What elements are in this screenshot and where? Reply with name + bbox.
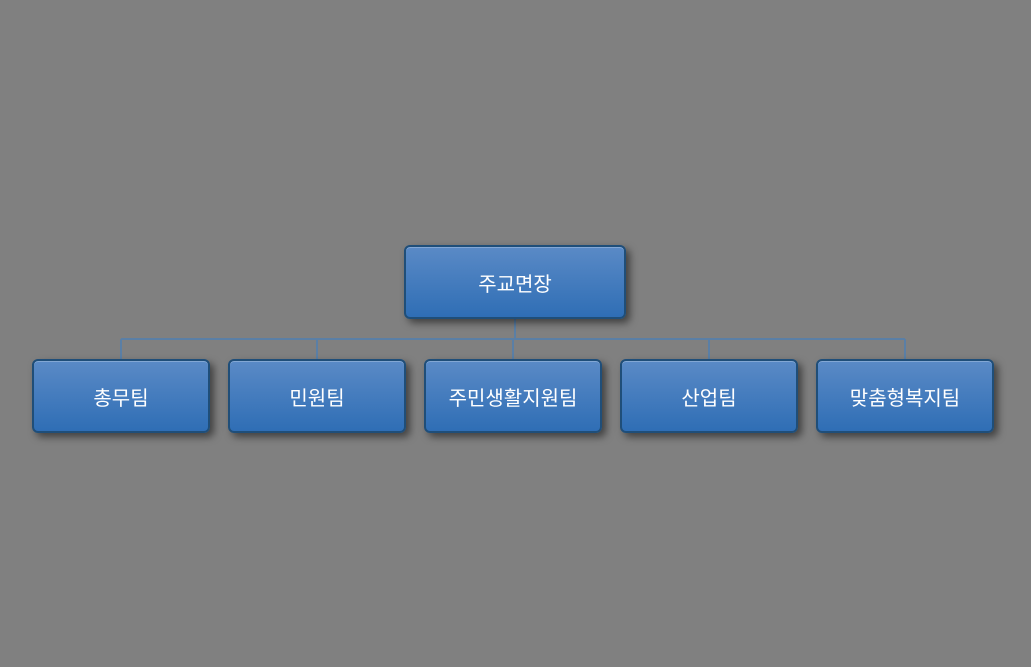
org-child-label: 총무팀 bbox=[93, 382, 148, 411]
org-chart-canvas: 주교면장 총무팀 민원팀 주민생활지원팀 산업팀 맞춤형복지팀 bbox=[0, 0, 1031, 667]
org-root-label: 주교면장 bbox=[478, 268, 552, 297]
org-child-node: 산업팀 bbox=[620, 359, 798, 433]
connector-lines bbox=[0, 0, 1031, 667]
org-child-label: 민원팀 bbox=[289, 382, 344, 411]
org-child-label: 주민생활지원팀 bbox=[449, 382, 578, 411]
org-child-node: 주민생활지원팀 bbox=[424, 359, 602, 433]
org-child-label: 산업팀 bbox=[681, 382, 736, 411]
org-root-node: 주교면장 bbox=[404, 245, 626, 319]
org-child-node: 민원팀 bbox=[228, 359, 406, 433]
org-child-node: 맞춤형복지팀 bbox=[816, 359, 994, 433]
org-child-label: 맞춤형복지팀 bbox=[850, 382, 960, 411]
org-child-node: 총무팀 bbox=[32, 359, 210, 433]
